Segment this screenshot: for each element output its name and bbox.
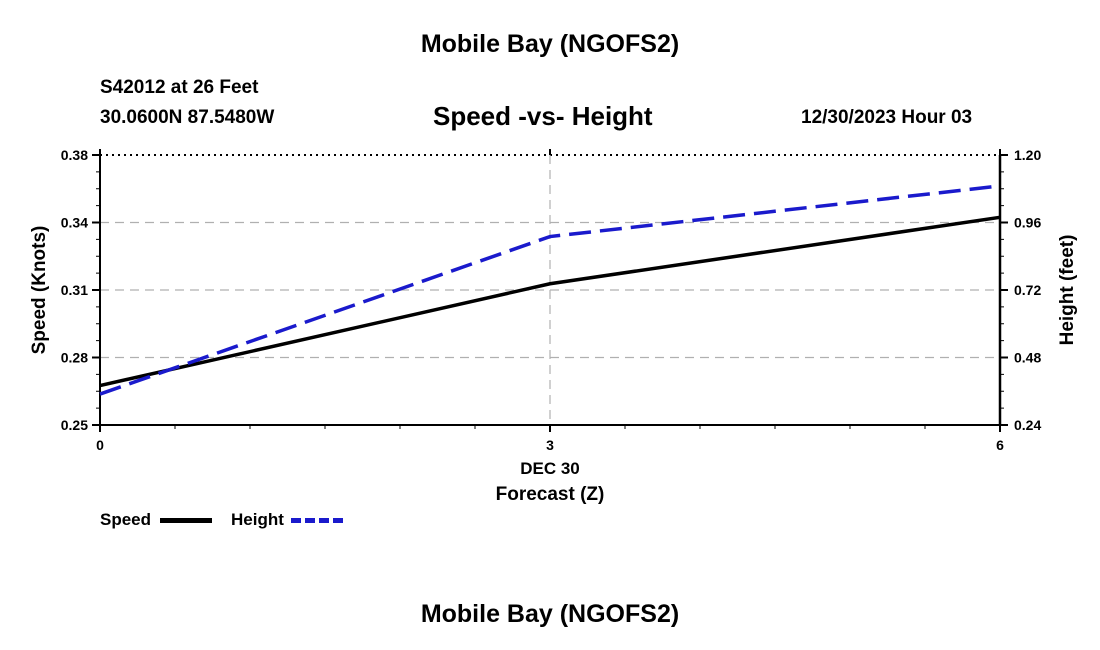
chart-subtitle: Speed -vs- Height [433,101,653,131]
grid-lines [100,154,1000,425]
legend-label-speed: Speed [100,510,152,529]
y-tick-label-right: 0.72 [1014,282,1041,298]
series-line-speed [99,215,1001,388]
y-tick-label-right: 0.24 [1014,417,1041,433]
x-axis-label: Forecast (Z) [496,484,605,505]
coordinates-label: 30.0600N 87.5480W [100,107,275,128]
x-tick-label: 6 [996,437,1004,453]
x-tick-label: 0 [96,437,104,453]
legend-line-height [291,518,343,523]
y-axis-label-right: Height (feet) [1057,235,1078,346]
y-axis-label-left: Speed (Knots) [29,226,50,355]
footer-title: Mobile Bay (NGOFS2) [420,600,680,628]
y-tick-label-right: 1.20 [1014,147,1041,163]
y-tick-label-left: 0.38 [61,147,88,163]
y-tick-label-left: 0.28 [61,350,88,366]
series-line-height [99,184,1001,396]
station-label: S42012 at 26 Feet [100,77,259,98]
y-tick-label-left: 0.31 [61,282,88,298]
ticks: 0.25 0.28 0.31 0.34 0.38 0.24 0.48 0.72 0.96 1.20… [61,147,1042,453]
y-tick-label-left: 0.34 [61,215,88,231]
y-tick-label-right: 0.48 [1014,350,1041,366]
y-tick-label-right: 0.96 [1014,215,1041,231]
x-tick-label: 3 [546,437,554,453]
x-axis-date-label: DEC 30 [520,459,580,478]
y-tick-label-left: 0.25 [61,417,88,433]
legend-label-height: Height [231,510,284,529]
series [99,184,1001,396]
legend-line-speed [160,518,212,523]
forecast-datetime: 12/30/2023 Hour 03 [801,107,973,128]
chart-title: Mobile Bay (NGOFS2) [420,30,680,58]
